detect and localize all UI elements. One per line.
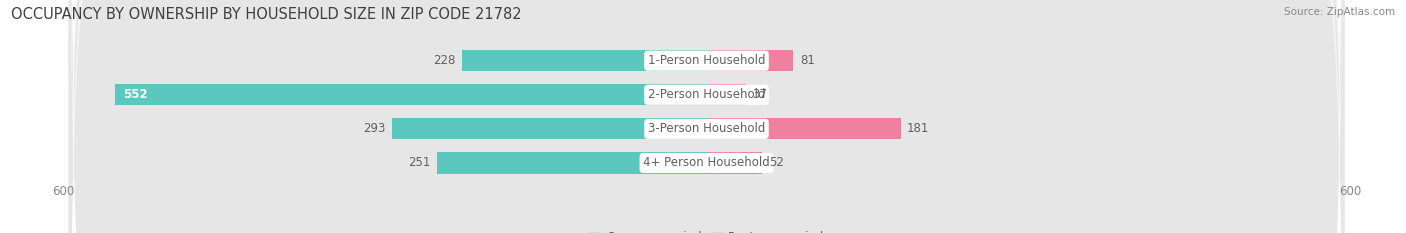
- Text: OCCUPANCY BY OWNERSHIP BY HOUSEHOLD SIZE IN ZIP CODE 21782: OCCUPANCY BY OWNERSHIP BY HOUSEHOLD SIZE…: [11, 7, 522, 22]
- Text: 181: 181: [907, 122, 929, 135]
- Bar: [707, 152, 762, 174]
- Text: Source: ZipAtlas.com: Source: ZipAtlas.com: [1284, 7, 1395, 17]
- Bar: [707, 50, 793, 71]
- Text: 251: 251: [409, 157, 432, 169]
- Bar: [463, 50, 707, 71]
- Text: 81: 81: [800, 54, 814, 67]
- Bar: [392, 118, 707, 140]
- FancyBboxPatch shape: [69, 0, 1344, 233]
- Text: 3-Person Household: 3-Person Household: [648, 122, 765, 135]
- Text: 552: 552: [124, 88, 148, 101]
- Legend: Owner-occupied, Renter-occupied: Owner-occupied, Renter-occupied: [585, 226, 828, 233]
- FancyBboxPatch shape: [69, 0, 1344, 233]
- Bar: [115, 84, 707, 105]
- Text: 52: 52: [769, 157, 783, 169]
- Text: 228: 228: [433, 54, 456, 67]
- Text: 4+ Person Household: 4+ Person Household: [643, 157, 770, 169]
- Bar: [707, 84, 747, 105]
- Text: 37: 37: [752, 88, 768, 101]
- FancyBboxPatch shape: [69, 0, 1344, 233]
- Text: 2-Person Household: 2-Person Household: [648, 88, 765, 101]
- Bar: [707, 118, 901, 140]
- FancyBboxPatch shape: [69, 0, 1344, 233]
- Text: 1-Person Household: 1-Person Household: [648, 54, 765, 67]
- Bar: [437, 152, 707, 174]
- Text: 293: 293: [364, 122, 387, 135]
